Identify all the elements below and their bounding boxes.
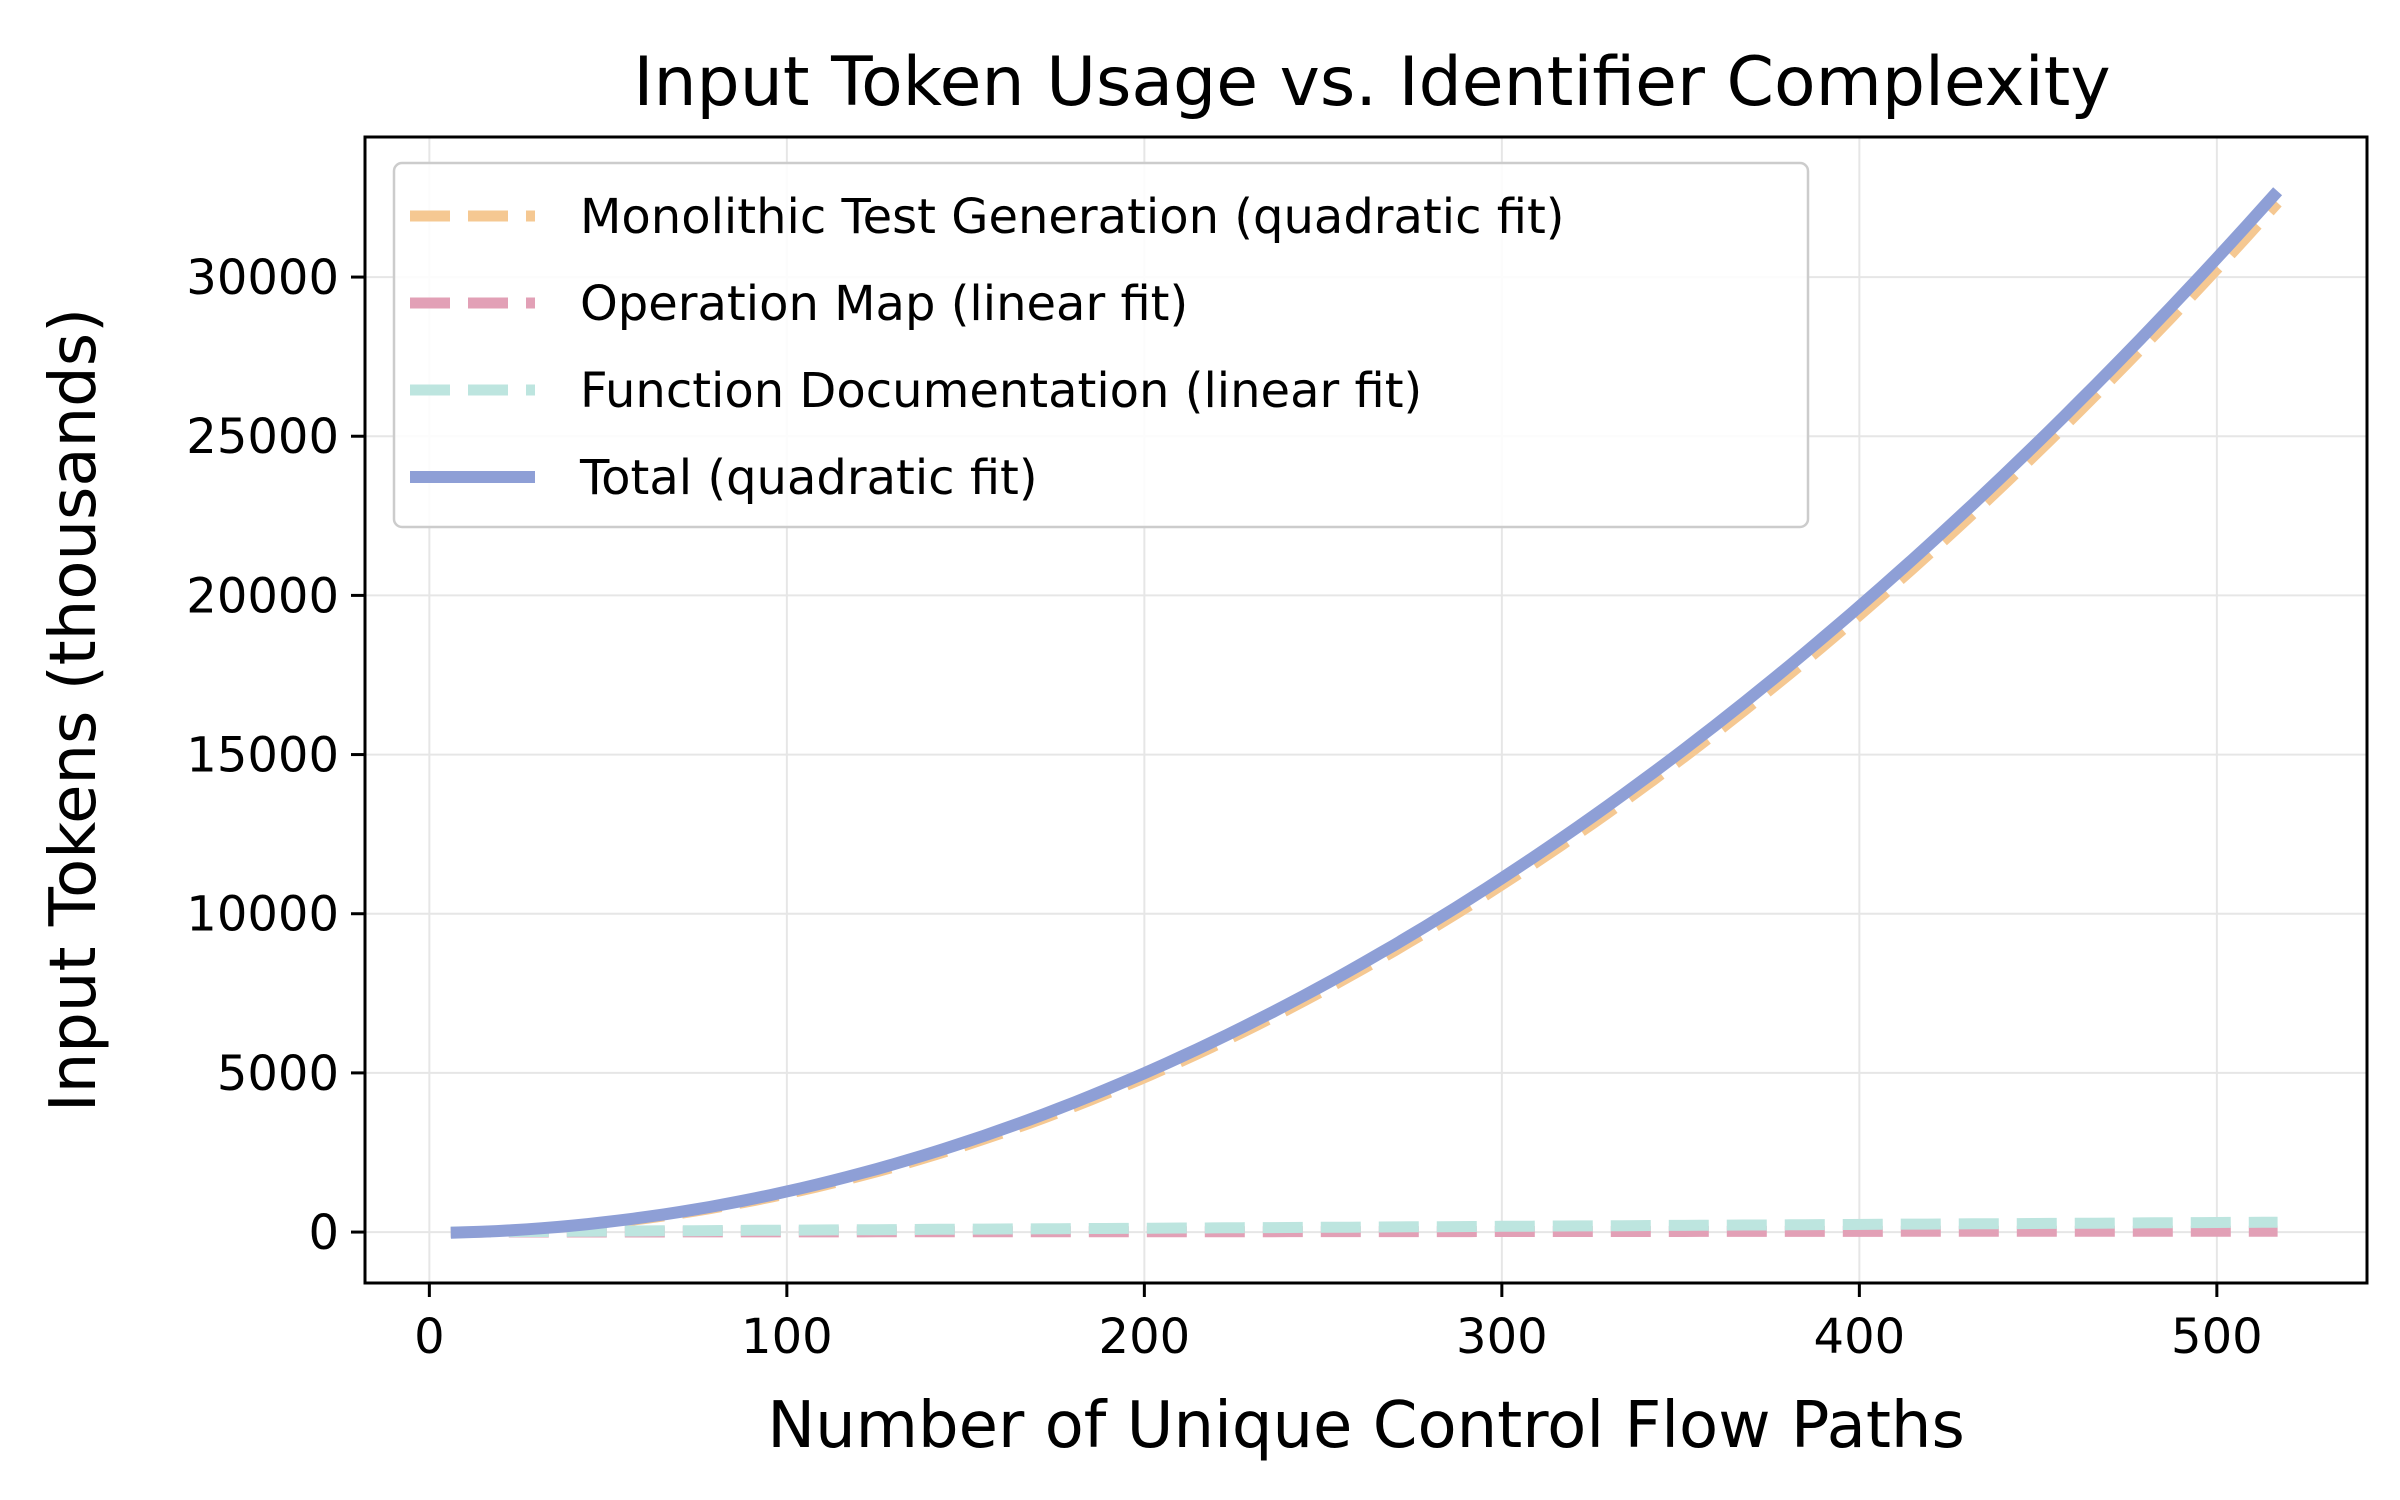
legend-label: Total (quadratic fit)	[579, 450, 1038, 506]
y-axis-label: Input Tokens (thousands)	[37, 308, 111, 1112]
legend: Monolithic Test Generation (quadratic fi…	[392, 161, 1810, 529]
legend-box	[392, 161, 1810, 529]
legend-label: Monolithic Test Generation (quadratic fi…	[580, 189, 1565, 245]
series-lines	[450, 187, 2283, 1239]
x-axis-label: Number of Unique Control Flow Paths	[767, 1389, 1965, 1463]
axis-ticks: 0 100 200 300 400 500050001000015000200002500…	[186, 250, 2262, 1365]
series-line-4	[450, 187, 2283, 1239]
y-tick-label: 15000	[186, 728, 339, 784]
x-tick-label: 300	[1456, 1309, 1548, 1365]
y-tick-label: 10000	[186, 887, 339, 943]
y-tick-label: 5000	[217, 1046, 339, 1102]
y-tick-label: 30000	[186, 250, 339, 306]
plot-frame	[363, 135, 2369, 1285]
chart-title: Input Token Usage vs. Identifier Complex…	[633, 43, 2110, 122]
x-tick-label: 500	[2171, 1309, 2263, 1365]
y-tick-label: 0	[308, 1205, 339, 1261]
y-tick-label: 25000	[186, 409, 339, 465]
x-tick-label: 0	[414, 1309, 445, 1365]
x-tick-label: 200	[1099, 1309, 1191, 1365]
series-line-3	[450, 1216, 2278, 1238]
legend-label: Function Documentation (linear fit)	[580, 363, 1422, 419]
legend-label: Operation Map (linear fit)	[580, 276, 1188, 332]
y-tick-label: 20000	[186, 568, 339, 624]
x-tick-label: 400	[1814, 1309, 1906, 1365]
x-tick-label: 100	[741, 1309, 833, 1365]
